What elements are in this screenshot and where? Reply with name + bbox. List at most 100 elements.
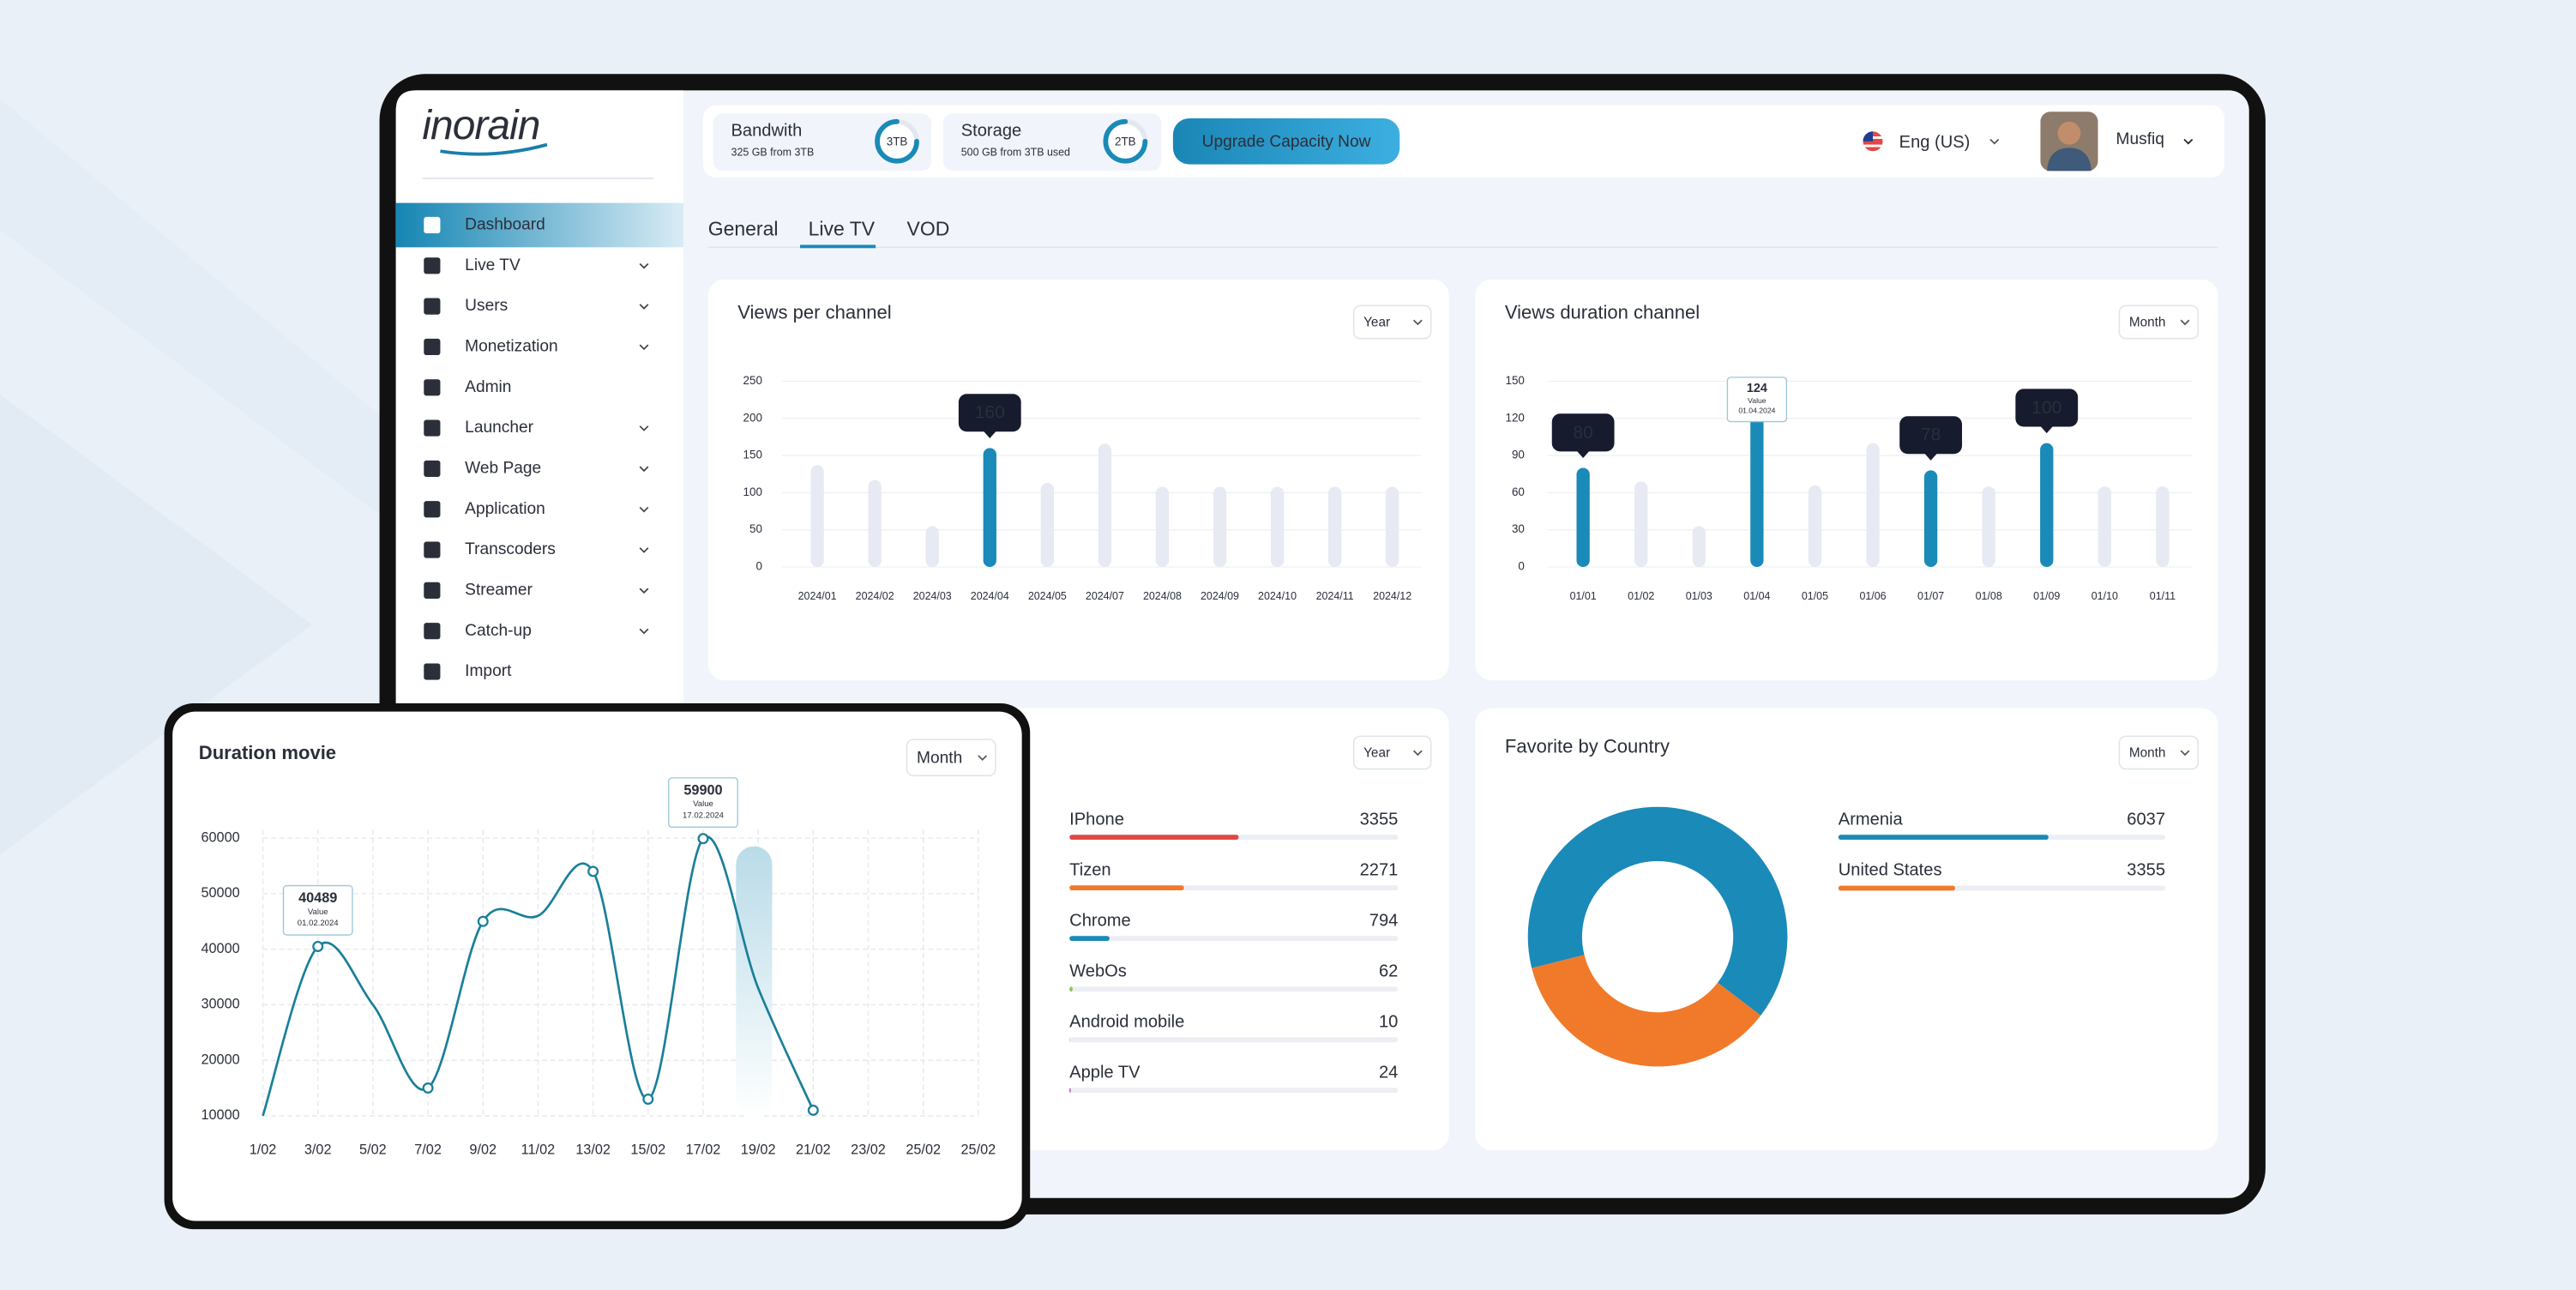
menu-item[interactable]: Streamer bbox=[465, 581, 533, 599]
filter-dropdown[interactable] bbox=[1352, 304, 1432, 340]
progress-bar bbox=[1069, 835, 1239, 841]
upgrade-button[interactable] bbox=[1172, 118, 1400, 165]
tab[interactable]: VOD bbox=[907, 217, 950, 239]
filter-dropdown-label[interactable]: Year bbox=[1363, 316, 1390, 330]
y-tick-label: 120 bbox=[1506, 411, 1525, 424]
chevron bbox=[1412, 750, 1423, 757]
user-name[interactable]: Musfiq bbox=[2116, 130, 2164, 148]
x-tick-label: 01/02 bbox=[1628, 590, 1654, 602]
usage-card bbox=[713, 113, 932, 172]
menu-item[interactable]: Catch-up bbox=[465, 622, 532, 640]
bar bbox=[1155, 486, 1170, 567]
y-tick-label: 150 bbox=[1506, 374, 1525, 387]
y-tick-label: 0 bbox=[755, 560, 761, 573]
chevron bbox=[639, 588, 649, 594]
hover-column bbox=[736, 846, 773, 1118]
chevron bbox=[639, 466, 649, 473]
menu-icon bbox=[424, 379, 441, 396]
menu-item[interactable]: Admin bbox=[465, 378, 511, 396]
x-tick-label: 7/02 bbox=[414, 1142, 442, 1157]
donut-slice bbox=[1527, 806, 1788, 1016]
filter-dropdown-label[interactable]: Year bbox=[1363, 745, 1390, 760]
line-point bbox=[697, 833, 709, 845]
chart-title: Views duration channel bbox=[1505, 302, 1700, 323]
filter-dropdown[interactable] bbox=[1352, 735, 1432, 770]
y-tick-label: 60 bbox=[1512, 485, 1525, 498]
tooltip-value: 59900 bbox=[683, 783, 722, 799]
menu-item[interactable]: Web Page bbox=[465, 459, 541, 477]
x-tick-label: 23/02 bbox=[851, 1142, 886, 1157]
tooltip bbox=[1551, 413, 1615, 452]
menu-item[interactable]: Monetization bbox=[465, 338, 558, 356]
y-tick-label: 150 bbox=[743, 449, 762, 461]
x-tick-label: 2024/01 bbox=[798, 590, 837, 602]
tooltip bbox=[958, 394, 1021, 432]
legend-value: 6037 bbox=[2127, 810, 2165, 829]
progress-track bbox=[1069, 936, 1399, 942]
card bbox=[1475, 708, 2218, 1151]
flag-stripe bbox=[1873, 136, 1883, 139]
filter-dropdown[interactable] bbox=[906, 738, 996, 777]
chevron bbox=[639, 425, 649, 431]
bar bbox=[925, 526, 939, 567]
line-point bbox=[807, 1104, 819, 1116]
menu-item[interactable]: Dashboard bbox=[465, 216, 545, 234]
donut-slice bbox=[1532, 955, 1761, 1067]
logo: inorain bbox=[422, 103, 539, 148]
list-label: Android mobile bbox=[1069, 1012, 1184, 1031]
y-tick-label: 50 bbox=[749, 522, 762, 535]
overlay-card bbox=[172, 711, 1022, 1221]
list-label: Apple TV bbox=[1069, 1063, 1141, 1082]
upgrade-button-label[interactable]: Upgrade Capacity Now bbox=[1202, 133, 1371, 151]
tooltip bbox=[668, 777, 738, 829]
background-shape bbox=[0, 98, 394, 527]
tab[interactable]: Live TV bbox=[809, 217, 876, 239]
x-tick-label: 2024/05 bbox=[1028, 590, 1067, 602]
chevron bbox=[639, 344, 649, 351]
x-tick-label: 01/09 bbox=[2033, 590, 2060, 602]
filter-dropdown[interactable] bbox=[2118, 735, 2200, 770]
progress-bar bbox=[1838, 885, 1955, 891]
filter-dropdown-label[interactable]: Month bbox=[917, 749, 962, 767]
line bbox=[262, 835, 815, 1117]
y-tick-label: 200 bbox=[743, 411, 762, 424]
bar bbox=[1327, 486, 1342, 567]
card bbox=[1475, 279, 2218, 681]
tab[interactable]: General bbox=[708, 217, 779, 239]
menu-icon bbox=[424, 216, 441, 234]
usage-ring-arc bbox=[875, 118, 919, 164]
menu-item[interactable]: Live TV bbox=[465, 256, 521, 274]
x-tick-label: 19/02 bbox=[741, 1142, 776, 1157]
bar bbox=[1098, 443, 1112, 567]
menu-icon bbox=[424, 460, 441, 478]
x-tick-label: 01/06 bbox=[1859, 590, 1886, 602]
list-value: 10 bbox=[1379, 1012, 1398, 1031]
tooltip-date: 17.02.2024 bbox=[683, 811, 725, 820]
filter-dropdown[interactable] bbox=[2118, 304, 2200, 340]
bar bbox=[1808, 485, 1822, 567]
list-value: 2271 bbox=[1360, 860, 1399, 879]
usage-card bbox=[942, 113, 1162, 172]
x-tick-label: 2024/10 bbox=[1258, 590, 1297, 602]
menu-item[interactable]: Application bbox=[465, 500, 545, 518]
background-shape bbox=[0, 394, 313, 855]
chevron bbox=[1412, 319, 1423, 326]
tooltip-pointer bbox=[1576, 450, 1590, 459]
menu-item[interactable]: Import bbox=[465, 662, 512, 680]
menu-item[interactable]: Launcher bbox=[465, 419, 533, 437]
language-select[interactable]: Eng (US) bbox=[1899, 133, 1971, 152]
list-value: 3355 bbox=[1360, 810, 1399, 829]
menu-icon bbox=[424, 541, 441, 558]
usage-ring-label: 2TB bbox=[1115, 135, 1136, 148]
x-tick-label: 11/02 bbox=[521, 1142, 555, 1157]
menu-item[interactable]: Transcoders bbox=[465, 540, 556, 558]
filter-dropdown-label[interactable]: Month bbox=[2129, 745, 2166, 760]
filter-dropdown-label[interactable]: Month bbox=[2129, 316, 2166, 330]
bar bbox=[1982, 486, 1995, 567]
menu-item[interactable]: Users bbox=[465, 297, 508, 315]
progress-bar bbox=[1838, 835, 2049, 841]
tooltip-caption: Value bbox=[693, 799, 713, 809]
tooltip-value: 80 bbox=[1573, 423, 1592, 443]
